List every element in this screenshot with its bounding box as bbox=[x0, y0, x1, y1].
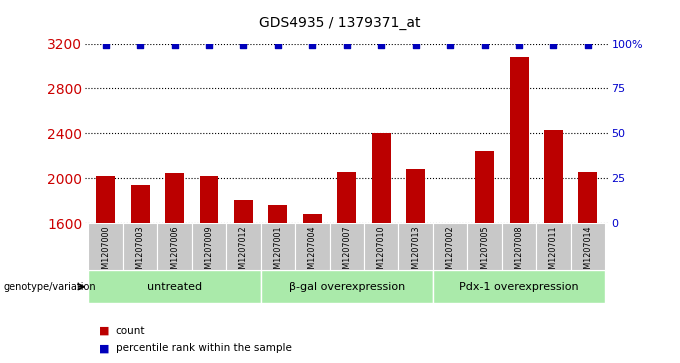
Bar bbox=[157, 223, 192, 270]
Text: Pdx-1 overexpression: Pdx-1 overexpression bbox=[459, 282, 579, 292]
Bar bbox=[295, 223, 330, 270]
Bar bbox=[433, 223, 467, 270]
Text: GSM1207003: GSM1207003 bbox=[135, 225, 145, 279]
Bar bbox=[537, 223, 571, 270]
Bar bbox=[131, 185, 150, 363]
Bar bbox=[433, 270, 605, 303]
Text: genotype/variation: genotype/variation bbox=[3, 282, 96, 292]
Point bbox=[273, 42, 284, 48]
Point bbox=[376, 42, 387, 48]
Point bbox=[135, 42, 146, 48]
Text: GSM1207014: GSM1207014 bbox=[583, 225, 592, 279]
Point bbox=[238, 42, 249, 48]
Text: GSM1207008: GSM1207008 bbox=[515, 225, 524, 279]
Bar bbox=[88, 223, 123, 270]
Bar bbox=[509, 57, 528, 363]
Point bbox=[583, 42, 594, 48]
Text: GSM1207009: GSM1207009 bbox=[205, 225, 214, 279]
Point bbox=[445, 42, 456, 48]
Text: GSM1207005: GSM1207005 bbox=[480, 225, 489, 279]
Text: ■: ■ bbox=[99, 326, 109, 336]
Bar bbox=[337, 172, 356, 363]
Text: GSM1207011: GSM1207011 bbox=[549, 225, 558, 279]
Bar bbox=[467, 223, 502, 270]
Point bbox=[100, 42, 111, 48]
Bar bbox=[502, 223, 537, 270]
Bar bbox=[226, 223, 260, 270]
Bar bbox=[88, 270, 260, 303]
Text: GDS4935 / 1379371_at: GDS4935 / 1379371_at bbox=[259, 16, 421, 30]
Text: GSM1207001: GSM1207001 bbox=[273, 225, 282, 279]
Bar bbox=[192, 223, 226, 270]
Bar bbox=[364, 223, 398, 270]
Text: GSM1207007: GSM1207007 bbox=[342, 225, 352, 279]
Bar bbox=[303, 214, 322, 363]
Bar bbox=[165, 173, 184, 363]
Bar bbox=[260, 270, 433, 303]
Point bbox=[513, 42, 524, 48]
Point bbox=[169, 42, 180, 48]
Bar bbox=[475, 151, 494, 363]
Bar bbox=[234, 200, 253, 363]
Bar bbox=[544, 130, 563, 363]
Bar bbox=[406, 169, 425, 363]
Point bbox=[548, 42, 559, 48]
Bar bbox=[269, 205, 288, 363]
Point bbox=[341, 42, 352, 48]
Bar bbox=[199, 176, 218, 363]
Text: GSM1207004: GSM1207004 bbox=[308, 225, 317, 279]
Bar bbox=[398, 223, 433, 270]
Bar bbox=[123, 223, 157, 270]
Point bbox=[479, 42, 490, 48]
Text: percentile rank within the sample: percentile rank within the sample bbox=[116, 343, 292, 354]
Text: GSM1207006: GSM1207006 bbox=[170, 225, 179, 279]
Text: GSM1207010: GSM1207010 bbox=[377, 225, 386, 279]
Text: GSM1207002: GSM1207002 bbox=[445, 225, 455, 279]
Text: GSM1207000: GSM1207000 bbox=[101, 225, 110, 279]
Bar bbox=[260, 223, 295, 270]
Point bbox=[307, 42, 318, 48]
Bar bbox=[579, 172, 598, 363]
Text: GSM1207013: GSM1207013 bbox=[411, 225, 420, 279]
Text: β-gal overexpression: β-gal overexpression bbox=[289, 282, 405, 292]
Bar bbox=[96, 176, 115, 363]
Bar bbox=[571, 223, 605, 270]
Text: untreated: untreated bbox=[147, 282, 202, 292]
Bar bbox=[441, 227, 460, 363]
Text: count: count bbox=[116, 326, 145, 336]
Bar bbox=[372, 133, 391, 363]
Bar bbox=[330, 223, 364, 270]
Text: ■: ■ bbox=[99, 343, 109, 354]
Text: GSM1207012: GSM1207012 bbox=[239, 225, 248, 279]
Point bbox=[410, 42, 421, 48]
Point bbox=[203, 42, 214, 48]
